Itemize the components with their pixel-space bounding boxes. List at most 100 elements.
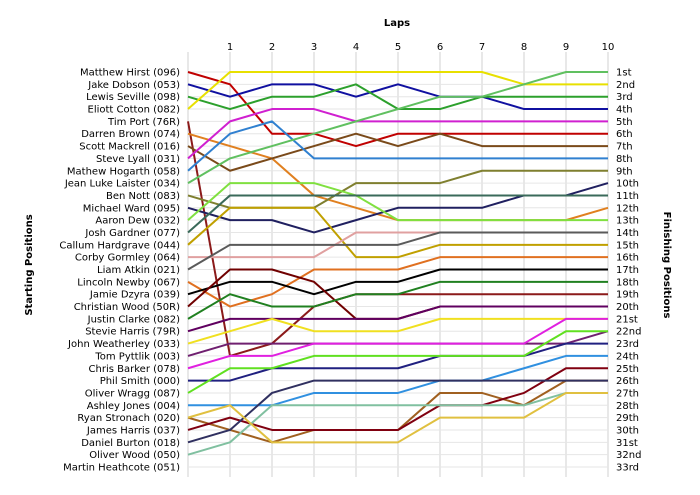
finishing-position-label: 26th [616, 376, 639, 387]
starting-position-label: James Harris (037) [86, 425, 180, 436]
series-line-9 [187, 120, 608, 172]
starting-position-label: Tim Port (76R) [107, 117, 180, 128]
finishing-position-label: 5th [616, 117, 633, 128]
series-line-26 [188, 342, 608, 382]
finishing-position-label: 24th [616, 351, 639, 362]
starting-position-label: Stevie Harris (79R) [85, 327, 180, 338]
series-line-22 [187, 305, 608, 333]
starting-position-label: Josh Gardner (077) [84, 228, 180, 239]
lap-tick-label: 5 [395, 42, 401, 53]
starting-position-label: Liam Atkin (021) [97, 265, 180, 276]
lap-tick-label: 7 [479, 42, 485, 53]
starting-position-label: Chris Barker (078) [89, 364, 181, 375]
chart-title: Laps [384, 18, 410, 29]
finishing-position-label: 3rd [616, 92, 633, 103]
finishing-position-label: 32nd [616, 450, 641, 461]
starting-position-label: Jake Dobson (053) [87, 80, 180, 91]
starting-position-label: Martin Heathcote (051) [63, 463, 180, 474]
finishing-position-label: 29th [616, 413, 639, 424]
series-line-13 [187, 182, 608, 222]
finishing-position-label: 19th [616, 290, 639, 301]
series-line-1 [187, 71, 608, 148]
series-line-30 [187, 367, 608, 431]
finishing-position-label: 9th [616, 166, 633, 177]
finishing-position-label: 4th [616, 105, 633, 116]
finishing-position-label: 12th [616, 203, 639, 214]
starting-position-label: Oliver Wood (050) [89, 450, 180, 461]
finishing-position-label: 30th [616, 425, 639, 436]
finishing-position-label: 23rd [616, 339, 639, 350]
finishing-position-label: 13th [616, 216, 639, 227]
starting-position-label: Phil Smith (000) [100, 376, 180, 387]
lap-tick-label: 2 [269, 42, 275, 53]
series-line-15 [187, 206, 608, 259]
finishing-position-label: 22nd [616, 327, 641, 338]
series-line-21 [187, 280, 608, 320]
finishing-position-label: 28th [616, 401, 639, 412]
starting-position-label: Eliott Cotton (082) [88, 105, 181, 116]
starting-position-label: Tom Pyttlik (003) [94, 351, 180, 362]
finishing-position-label: 33rd [616, 463, 639, 474]
starting-position-label: Michael Ward (095) [83, 203, 180, 214]
finishing-position-label: 1st [616, 68, 632, 79]
starting-position-labels: Matthew Hirst (096)Jake Dobson (053)Lewi… [59, 68, 180, 474]
finishing-position-label: 6th [616, 129, 633, 140]
starting-position-label: Ben Nott (083) [106, 191, 180, 202]
lap-tick-label: 6 [437, 42, 443, 53]
series-line-33 [187, 391, 608, 444]
lap-tick-label: 9 [563, 42, 569, 53]
finishing-position-label: 20th [616, 302, 639, 313]
starting-position-label: Daniel Burton (018) [81, 438, 180, 449]
finishing-position-label: 27th [616, 388, 639, 399]
starting-position-label: Oliver Wragg (087) [85, 388, 180, 399]
finishing-position-label: 31st [616, 438, 638, 449]
finishing-position-label: 7th [616, 142, 633, 153]
lap-tick-label: 1 [227, 42, 233, 53]
lap-tick-label: 10 [602, 42, 615, 53]
starting-position-label: Jamie Dzyra (039) [89, 290, 180, 301]
series-line-25 [187, 317, 608, 370]
starting-position-label: Christian Wood (50R) [74, 302, 180, 313]
series-line-27 [187, 330, 608, 394]
series-line-8 [187, 108, 608, 160]
series-line-4 [187, 71, 608, 110]
finishing-position-label: 18th [616, 277, 639, 288]
series-lines [187, 71, 609, 456]
starting-position-label: Justin Clarke (082) [87, 314, 180, 325]
starting-position-label: Aaron Dew (032) [95, 216, 180, 227]
series-line-17 [187, 231, 608, 271]
series-line-7 [187, 132, 608, 172]
series-line-2 [187, 83, 608, 111]
series-line-18 [187, 256, 608, 308]
starting-position-label: Darren Brown (074) [81, 129, 180, 140]
lap-tick-label: 3 [311, 42, 317, 53]
starting-position-label: Mathew Hogarth (058) [67, 166, 180, 177]
finishing-position-label: 16th [616, 253, 639, 264]
series-line-19 [187, 268, 608, 296]
starting-position-label: Steve Lyall (031) [96, 154, 180, 165]
finishing-position-label: 10th [616, 179, 639, 190]
starting-position-label: Ryan Stronach (020) [77, 413, 180, 424]
y-axis-label-left: Starting Positions [24, 214, 35, 315]
starting-position-label: Callum Hardgrave (044) [59, 240, 180, 251]
y-axis-label-right: Finishing Positions [661, 212, 672, 319]
starting-position-label: Jean Luke Laister (034) [64, 179, 180, 190]
finishing-position-label: 2nd [616, 80, 635, 91]
starting-position-label: Lincoln Newby (067) [77, 277, 180, 288]
starting-position-label: Matthew Hirst (096) [80, 68, 180, 79]
lap-tick-label: 4 [353, 42, 359, 53]
starting-position-label: John Weatherley (033) [67, 339, 180, 350]
lap-tick-label: 8 [521, 42, 527, 53]
finishing-position-label: 21st [616, 314, 638, 325]
finishing-position-label: 8th [616, 154, 633, 165]
starting-position-label: Corby Gormley (064) [75, 253, 180, 264]
series-line-23 [187, 317, 608, 345]
starting-position-label: Ashley Jones (004) [87, 401, 180, 412]
series-line-32 [187, 391, 608, 456]
series-line-10 [187, 71, 608, 184]
series-line-31 [187, 379, 608, 444]
finishing-position-label: 25th [616, 364, 639, 375]
finishing-position-label: 15th [616, 240, 639, 251]
